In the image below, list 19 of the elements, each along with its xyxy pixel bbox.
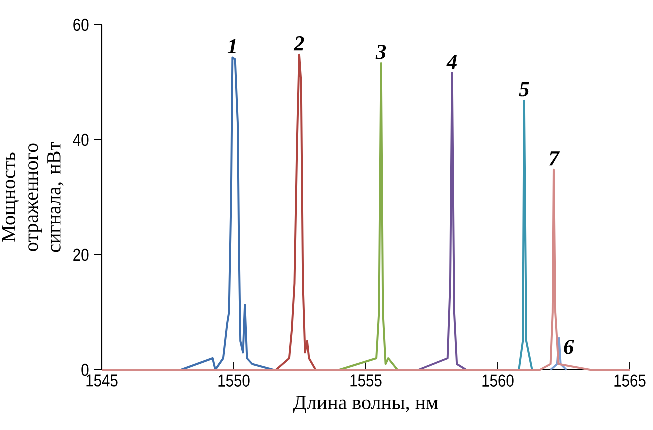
x-axis-title: Длина волны, нм (293, 396, 438, 414)
x-tick-label: 1565 (614, 374, 646, 387)
x-tick-label: 1545 (86, 374, 118, 387)
annotation: 2 (294, 36, 304, 51)
annotation: 5 (519, 82, 530, 97)
annotation: 1 (228, 39, 236, 54)
annotation: 6 (564, 340, 574, 354)
annotation: 7 (550, 152, 560, 166)
y-tick-label: 0 (82, 364, 89, 376)
x-tick-label: 1555 (350, 374, 382, 387)
annotation: 3 (376, 44, 386, 60)
x-tick-label: 1560 (482, 374, 514, 387)
y-tick-label: 40 (73, 134, 89, 146)
y-tick-label: 60 (74, 18, 89, 32)
y-axis-title: Мощность отраженного сигнала, нВт (2, 142, 64, 252)
x-tick-label: 1550 (218, 374, 250, 387)
line-series (180, 56, 275, 371)
annotation: 4 (446, 55, 458, 70)
y-tick-label: 20 (74, 248, 89, 262)
